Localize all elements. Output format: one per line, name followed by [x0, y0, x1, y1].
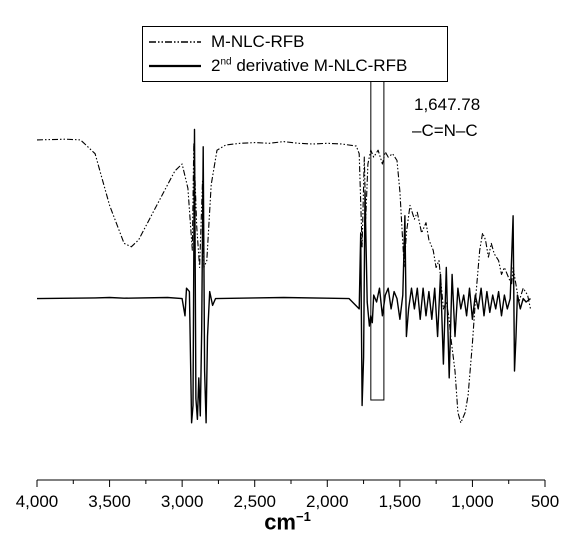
series-line-2nd-derivative: [36, 128, 531, 424]
legend: M-NLC-RFB 2nd derivative M-NLC-RFB: [142, 26, 448, 82]
series-layer: [36, 128, 532, 424]
legend-label-derivative: 2nd derivative M-NLC-RFB: [211, 56, 407, 76]
series-line-mnlc-rfb: [36, 138, 532, 424]
x-axis-title-sup: −1: [295, 509, 311, 524]
legend-label-derivative-sup: nd: [220, 56, 232, 68]
x-tick-label: 500: [531, 492, 559, 511]
x-tick-label: 3,500: [88, 492, 131, 511]
annotation-group: –C=N–C: [412, 121, 478, 140]
x-axis: 4,000 3,500 3,000 2,500 2,000 1,500 1,000 500: [16, 479, 559, 511]
x-axis-title-base: cm: [264, 509, 296, 535]
annotation-wavenumber: 1,647.78: [414, 95, 481, 114]
highlight-box: [370, 69, 385, 401]
x-tick-label: 2,500: [233, 492, 276, 511]
x-tick-label: 1,500: [379, 492, 422, 511]
legend-label-derivative-rest: derivative M-NLC-RFB: [231, 56, 408, 75]
x-tick-label: 3,000: [161, 492, 204, 511]
x-tick-label: 1,000: [451, 492, 494, 511]
x-tick-label: 2,000: [306, 492, 349, 511]
x-axis-title: cm−1: [0, 509, 575, 535]
legend-swatch-solid: [149, 64, 201, 68]
legend-item-derivative: 2nd derivative M-NLC-RFB: [149, 54, 407, 78]
highlight-layer: [370, 69, 385, 401]
legend-label-mnlc-rfb: M-NLC-RFB: [211, 32, 305, 51]
legend-label-derivative-base: 2: [211, 56, 221, 75]
legend-item-mnlc-rfb: M-NLC-RFB: [149, 30, 305, 54]
x-tick-label: 4,000: [16, 492, 59, 511]
legend-swatch-dashdot: [149, 41, 201, 43]
